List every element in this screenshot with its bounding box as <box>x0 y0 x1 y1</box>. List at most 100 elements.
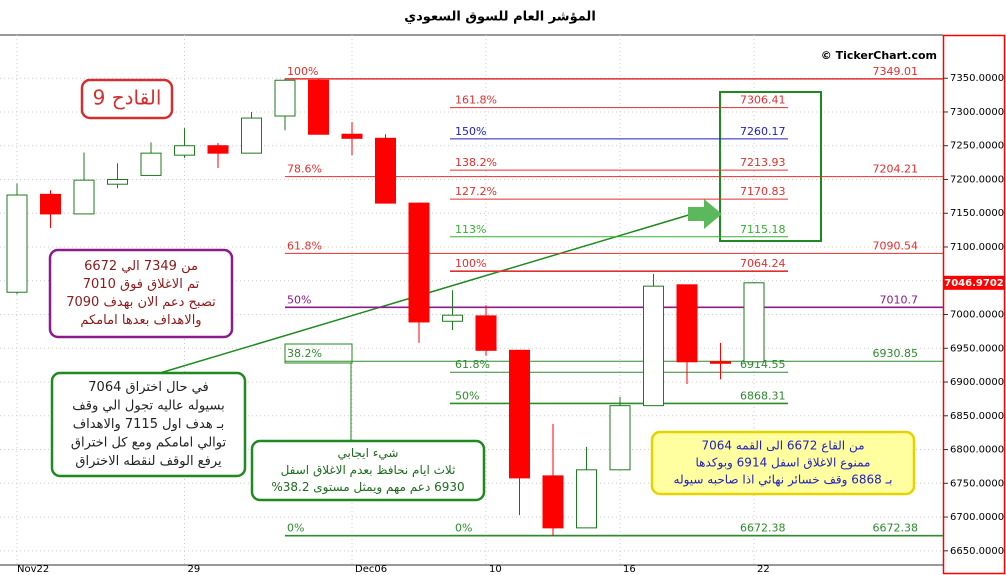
candle-body <box>107 178 128 185</box>
candle-body <box>308 79 329 135</box>
fib-level-name: 161.8% <box>455 94 497 107</box>
annotation-text: ثلاث ايام نحافظ بعدم الاغلاق اسفل <box>281 463 456 477</box>
candle-body <box>475 315 497 351</box>
annotation-text: من 7349 الي 6672 <box>84 259 198 274</box>
last-price: 7046.9702 <box>944 278 1004 289</box>
annotation-text: بـ هدف اول 7115 والاهداف <box>73 417 225 432</box>
fib-level-value: 7306.41 <box>740 94 786 107</box>
fib-level-value: 7170.83 <box>740 185 786 198</box>
fib-level-value: 7260.17 <box>740 125 786 138</box>
y-tick-label: 6850.0000 <box>950 411 1004 422</box>
candle-body <box>40 193 61 215</box>
fib-level-name: 38.2% <box>287 347 322 360</box>
fib-level-name: 0% <box>287 522 304 535</box>
annotation-text: القادح 9 <box>93 86 162 110</box>
x-tick-label: 29 <box>188 564 201 575</box>
annotation-text: يرفع الوقف لنقطه الاختراق <box>75 454 222 469</box>
y-tick-label: 6650.0000 <box>950 546 1004 557</box>
fib-level-name: 0% <box>455 522 472 535</box>
annotation-text: تم الاغلاق فوق 7010 <box>83 277 200 292</box>
annotation-box <box>50 371 247 478</box>
candle-body <box>743 282 765 363</box>
fib-level-value: 7349.01 <box>873 65 919 78</box>
fib-level-name: 138.2% <box>455 156 497 169</box>
y-tick-label: 6750.0000 <box>950 478 1004 489</box>
fib-level-value: 6930.85 <box>873 347 919 360</box>
y-tick-label: 6900.0000 <box>950 377 1004 388</box>
annotation-box <box>80 78 174 120</box>
arrow <box>688 199 722 229</box>
y-tick-label: 6700.0000 <box>950 512 1004 523</box>
target-box <box>719 91 822 242</box>
candle-body <box>509 349 530 479</box>
fib-level-name: 113% <box>455 223 486 236</box>
annotation-text: والاهداف بعدها امامكم <box>80 313 201 328</box>
candle-body <box>73 179 95 215</box>
candle-body <box>174 145 195 156</box>
annotation-text: شيء ايجابي <box>338 446 399 460</box>
candle-body <box>576 469 597 529</box>
fib-level-value: 6672.38 <box>873 522 919 535</box>
candle-body <box>241 117 262 154</box>
fib-level-name: 50% <box>287 293 311 306</box>
fib-level-name: 78.6% <box>287 163 322 176</box>
fib-level-value: 7204.21 <box>873 163 919 176</box>
fib-level-name: 150% <box>455 125 486 138</box>
annotation-text: في حال اختراق 7064 <box>88 380 208 395</box>
annotation-text: تصبح دعم الان بهدف 7090 <box>66 295 216 310</box>
candle-body <box>442 314 463 322</box>
annotation-box <box>250 439 486 502</box>
candle-body <box>609 405 631 471</box>
candle-body <box>710 361 731 364</box>
fib-level-name: 100% <box>287 65 318 78</box>
fib-level-name: 127.2% <box>455 185 497 198</box>
fib-level-name: 61.8% <box>287 239 322 252</box>
y-tick-label: 7150.0000 <box>950 208 1004 219</box>
candle-body <box>207 145 229 154</box>
fib-level-value: 7213.93 <box>740 156 786 169</box>
fib-level-value: 7064.24 <box>740 257 786 270</box>
candle-body <box>341 133 363 139</box>
candle-body <box>274 79 296 117</box>
price-axis-border <box>942 34 1006 575</box>
level-box <box>284 343 353 364</box>
y-tick-label: 7000.0000 <box>950 310 1004 321</box>
annotation-text: 6930 دعم مهم ويمثل مستوى 38.2% <box>271 480 464 495</box>
y-tick-label: 6950.0000 <box>950 343 1004 354</box>
annotation-text: ممنوع الاغلاق اسفل 6914 وبوكدها <box>696 456 871 471</box>
y-tick-label: 7300.0000 <box>950 107 1004 118</box>
x-tick-label: 22 <box>757 564 770 575</box>
candle-body <box>408 202 430 323</box>
x-tick-label: 10 <box>489 564 502 575</box>
annotation-box <box>650 430 916 496</box>
candle-body <box>140 152 162 176</box>
fib-level-name: 61.8% <box>455 358 490 371</box>
y-tick-label: 6800.0000 <box>950 445 1004 456</box>
y-tick-label: 7100.0000 <box>950 242 1004 253</box>
x-tick-label: 16 <box>623 564 636 575</box>
fib-level-value: 7010.7 <box>880 293 919 306</box>
annotation-text: توالي امامكم ومع كل اختراق <box>71 436 227 451</box>
candle-body <box>375 137 396 204</box>
y-tick-label: 7350.0000 <box>950 73 1004 84</box>
x-tick-label: Nov22 <box>17 564 49 575</box>
annotation-text: بسيوله عاليه تجول الي وقف <box>72 399 224 414</box>
fib-level-value: 6672.38 <box>740 522 786 535</box>
fib-level-name: 100% <box>455 257 486 270</box>
annotation-box <box>48 248 234 339</box>
candle-body <box>542 475 564 529</box>
candle-body <box>643 285 664 407</box>
chart-title: المؤشر العام للسوق السعودي <box>404 10 596 25</box>
x-tick-label: Dec06 <box>355 564 387 575</box>
y-tick-label: 7200.0000 <box>950 174 1004 185</box>
fib-level-name: 50% <box>455 389 479 402</box>
fib-level-value: 6868.31 <box>740 389 786 402</box>
fib-level-value: 7090.54 <box>873 239 919 252</box>
annotation-text: من القاع 6672 الى القمه 7064 <box>701 439 864 454</box>
y-tick-label: 7250.0000 <box>950 141 1004 152</box>
last-price-box <box>944 275 1004 290</box>
fib-level-value: 7115.18 <box>740 223 786 236</box>
candle-body <box>676 284 698 363</box>
watermark: © TickerChart.com <box>821 49 937 62</box>
